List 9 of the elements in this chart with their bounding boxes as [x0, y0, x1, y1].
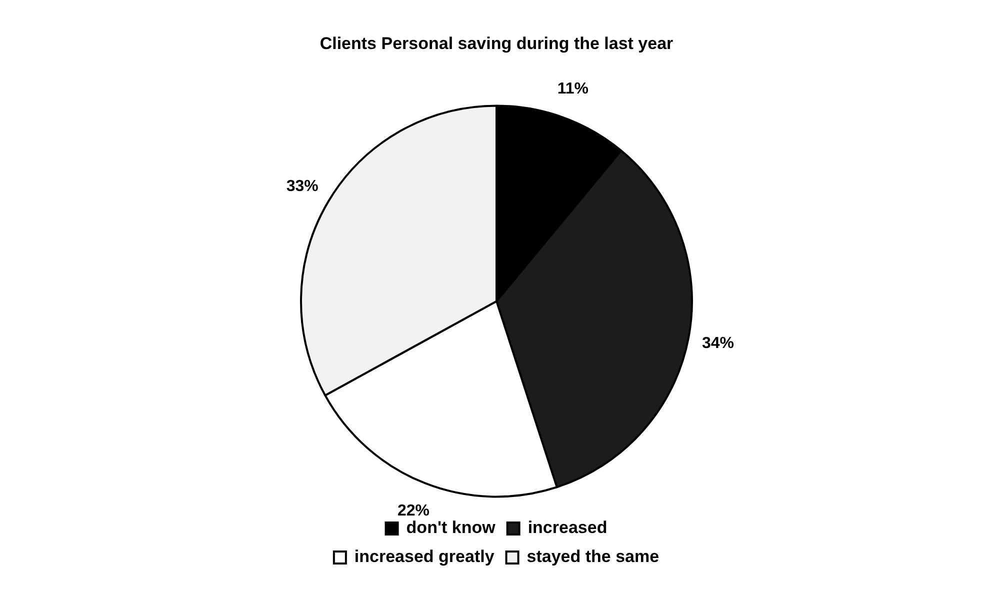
data-label: 33%: [286, 178, 318, 195]
legend-label: stayed the same: [526, 547, 660, 566]
legend-label: don't know: [406, 518, 496, 538]
legend-label: increased greatly: [354, 547, 495, 566]
data-label: 34%: [702, 334, 734, 352]
data-label: 11%: [557, 80, 588, 98]
chart-title: Clients Personal saving during the last year: [320, 34, 674, 53]
data-label: 22%: [397, 502, 430, 520]
legend-label: increased: [528, 518, 608, 538]
